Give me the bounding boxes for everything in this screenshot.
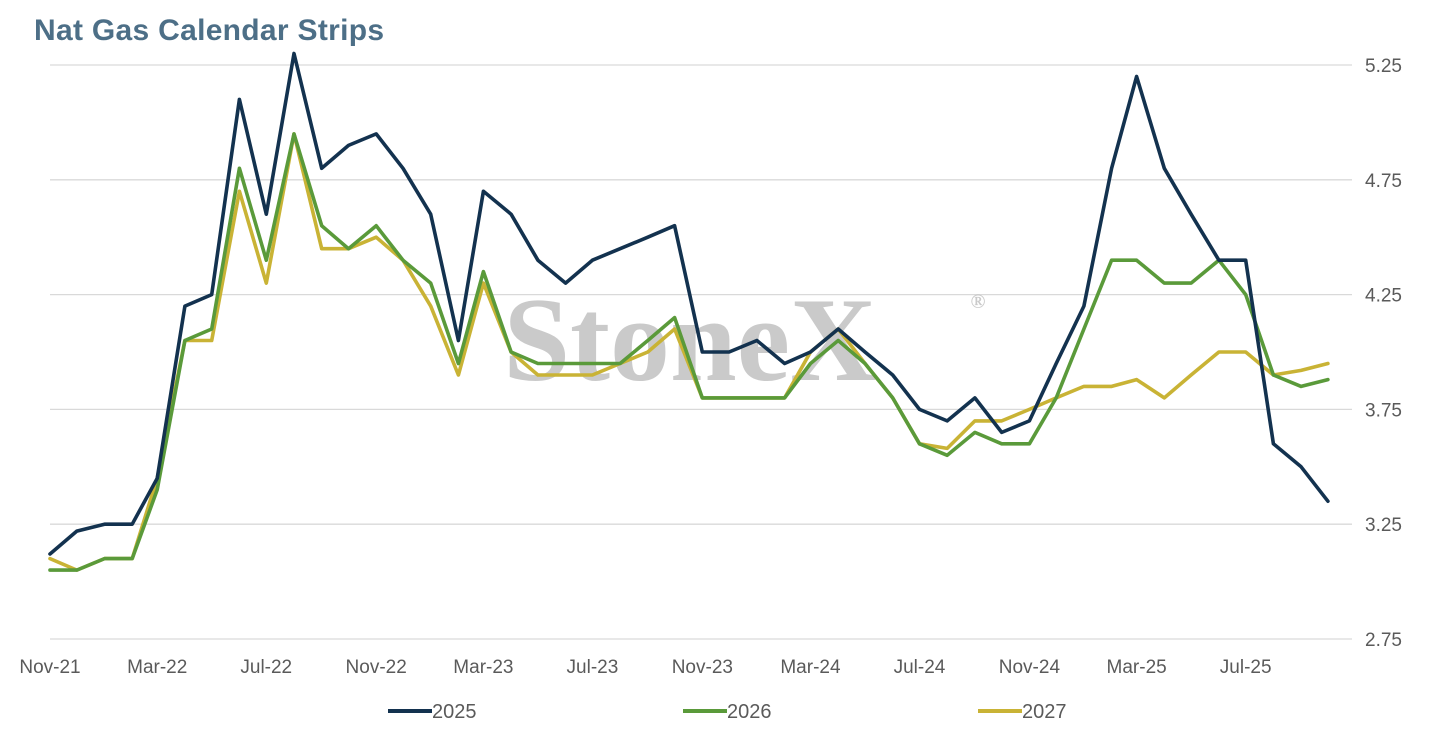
watermark-registered-mark: ® [971, 291, 986, 313]
legend-label-2025: 2025 [432, 701, 477, 723]
gridlines [50, 64, 1352, 640]
y-axis-ticks: 2.75 3.25 3.75 4.25 4.75 5.25 [1365, 56, 1402, 651]
x-tick-label: Nov-24 [999, 657, 1061, 678]
y-tick-label: 4.75 [1365, 171, 1402, 192]
x-tick-label: Mar-24 [780, 657, 841, 678]
x-tick-label: Jul-25 [1220, 657, 1272, 678]
y-tick-label: 3.75 [1365, 400, 1402, 421]
legend: 2025 2026 2027 [388, 701, 1067, 723]
x-tick-label: Jul-24 [894, 657, 946, 678]
chart-title: Nat Gas Calendar Strips [34, 14, 385, 47]
x-tick-label: Jul-23 [567, 657, 619, 678]
y-tick-label: 2.75 [1365, 630, 1402, 651]
y-tick-label: 3.25 [1365, 515, 1402, 536]
y-tick-label: 5.25 [1365, 56, 1402, 77]
x-tick-label: Jul-22 [240, 657, 292, 678]
series-line-2026 [48, 132, 1330, 572]
x-axis-ticks: Nov-21 Mar-22 Jul-22 Nov-22 Mar-23 Jul-23 Nov-… [19, 657, 1271, 678]
x-tick-label: Nov-22 [346, 657, 407, 678]
x-tick-label: Mar-22 [127, 657, 187, 678]
legend-label-2027: 2027 [1022, 701, 1067, 723]
x-tick-label: Mar-25 [1107, 657, 1167, 678]
x-tick-label: Nov-23 [672, 657, 733, 678]
x-tick-label: Nov-21 [19, 657, 80, 678]
series-line-2027 [48, 132, 1330, 572]
watermark: StoneX ® [503, 273, 985, 406]
y-tick-label: 4.25 [1365, 286, 1402, 307]
series-lines [48, 51, 1330, 572]
series-line-2025 [48, 51, 1330, 556]
x-tick-label: Mar-23 [453, 657, 513, 678]
legend-label-2026: 2026 [727, 701, 772, 723]
